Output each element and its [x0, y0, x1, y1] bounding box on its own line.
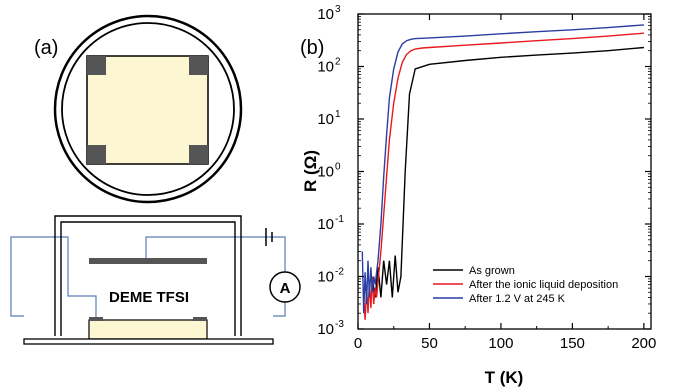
sample-square: [86, 55, 209, 165]
y-tick-label-2: 10: [317, 216, 334, 233]
enclosure-inner: [60, 221, 236, 336]
legend-label-0: As grown: [469, 265, 515, 277]
ammeter-label: A: [280, 280, 291, 297]
gate-wire: [145, 236, 272, 262]
contact-left-side: [89, 317, 103, 321]
y-axis-label: R (Ω): [301, 150, 320, 192]
gate-electrode: [89, 258, 207, 264]
substrate-inner-ring: [61, 22, 235, 196]
legend-label-1: After the ionic liquid deposition: [469, 279, 618, 291]
sample-side-view: [88, 319, 208, 340]
sample-top-view: [53, 14, 243, 204]
meter-return-wire: [273, 302, 286, 317]
y-tick-label-1: 10: [317, 269, 334, 286]
y-tick-exponent-4: 1: [335, 109, 341, 120]
panel-a-label: (a): [34, 37, 58, 59]
substrate-outer-ring: [53, 14, 243, 204]
x-axis-label: T (K): [485, 368, 524, 387]
legend: As grown After the ionic liquid depositio…: [433, 265, 618, 305]
x-tick-label-4: 200: [631, 335, 656, 352]
y-tick-exponent-5: 2: [335, 57, 341, 68]
y-tick-exponent-2: -1: [335, 214, 344, 225]
y-tick-exponent-6: 3: [335, 4, 341, 15]
y-tick-label-6: 10: [317, 6, 334, 23]
x-tick-label-2: 100: [488, 335, 513, 352]
y-tick-label-4: 10: [317, 111, 334, 128]
series-line-2: [361, 24, 644, 314]
contact-pad-bottom-right: [189, 145, 208, 164]
series-line-1: [363, 32, 644, 320]
y-tick-label-0: 10: [317, 321, 334, 338]
cell-label: DEME TFSI: [109, 289, 189, 306]
x-tick-label-3: 150: [560, 335, 585, 352]
x-tick-label-0: 0: [354, 335, 362, 352]
measurement-wire: [10, 236, 97, 322]
contact-pad-bottom-left: [87, 145, 106, 164]
y-tick-exponent-0: -3: [335, 319, 344, 330]
ammeter-circle: [269, 271, 301, 303]
y-tick-exponent-1: -2: [335, 267, 344, 278]
y-tick-exponent-3: 0: [335, 162, 341, 173]
y-tick-label-5: 10: [317, 59, 334, 76]
enclosure-outer: [54, 215, 242, 336]
legend-label-2: After 1.2 V at 245 K: [469, 293, 566, 305]
series-line-0: [371, 46, 644, 298]
contact-pad-top-left: [87, 56, 106, 75]
battery-to-meter-wire: [272, 236, 286, 272]
base-plate: [23, 338, 274, 345]
panel-b-label: (b): [300, 37, 324, 59]
x-tick-label-1: 50: [421, 335, 438, 352]
contact-right-side: [193, 317, 207, 321]
contact-pad-top-right: [189, 56, 208, 75]
y-tick-label-3: 10: [317, 164, 334, 181]
gating-cell-schematic: A DEME TFSI: [10, 215, 301, 345]
